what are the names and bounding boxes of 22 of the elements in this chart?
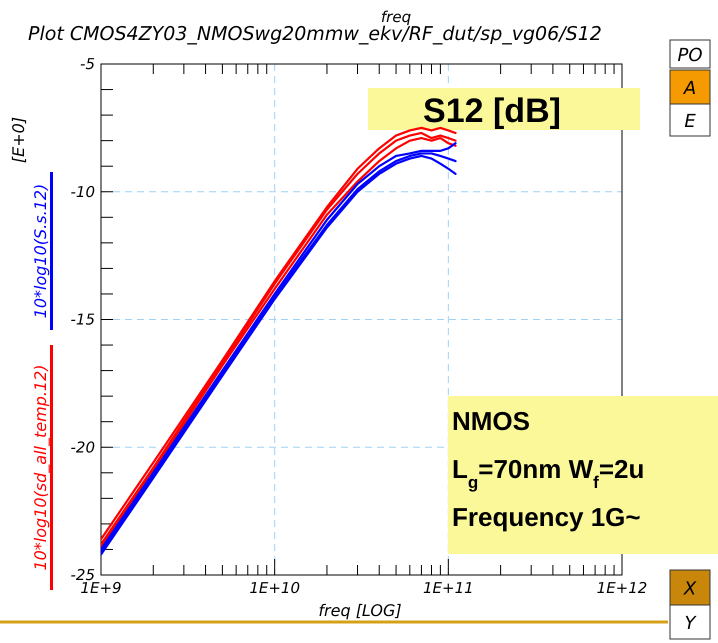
text: 10*log10(sd_all_temp.12) — [31, 364, 50, 571]
text: PO — [677, 45, 703, 66]
y-tick-label: -10 — [70, 182, 95, 201]
text: 10*log10(S.s.12) — [31, 184, 50, 318]
text: A — [682, 78, 696, 99]
annotation: Frequency 1G~ — [452, 502, 641, 532]
x-tick-label: 1E+9 — [80, 579, 122, 597]
x-tick-label: 1E+10 — [249, 579, 300, 597]
y-axis-title: [E+0] — [9, 116, 28, 164]
x-tick-label: 1E+11 — [422, 579, 474, 597]
text: X — [682, 578, 697, 600]
x-axis-title: freq [LOG] — [318, 601, 402, 620]
y-tick-label: -15 — [70, 310, 95, 328]
y-tick-label: -5 — [80, 55, 95, 73]
text: E — [684, 111, 696, 132]
text: Y — [684, 613, 698, 634]
x-tick-label: 1E+12 — [596, 579, 648, 597]
annotation: L$_{g}$=70nm W$_{f}$=2u — [452, 454, 644, 492]
chart-subtitle: freq — [380, 8, 412, 26]
annotation: S12 [dB] — [423, 92, 561, 130]
annotation: NMOS — [452, 406, 530, 436]
y-tick-label: -20 — [70, 438, 95, 456]
